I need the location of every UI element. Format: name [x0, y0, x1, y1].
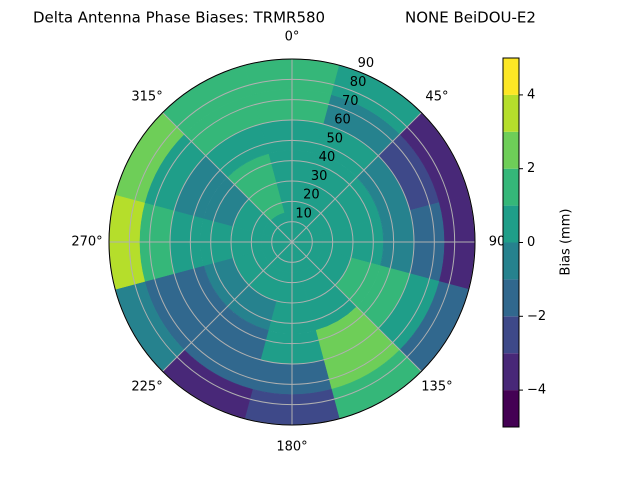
- colorbar-tick-label: 0: [527, 235, 535, 250]
- chart-subtitle: NONE BeiDOU-E2: [405, 9, 536, 27]
- theta-tick-label: 270°: [71, 235, 102, 250]
- colorbar-tick-label: −4: [527, 383, 546, 398]
- chart-title: Delta Antenna Phase Biases: TRMR580: [33, 9, 325, 27]
- colorbar-tick-label: −2: [527, 309, 546, 324]
- colorbar-segment: [503, 94, 519, 132]
- r-tick-label: 20: [303, 188, 320, 203]
- r-tick-label: 70: [342, 94, 359, 109]
- colorbar-segment: [503, 279, 519, 317]
- colorbar-segment: [503, 131, 519, 169]
- colorbar-label: Bias (mm): [559, 209, 574, 276]
- colorbar-tick-label: 2: [527, 161, 535, 176]
- r-tick-label: 60: [334, 113, 351, 128]
- colorbar-segment: [503, 316, 519, 354]
- theta-tick-label: 0°: [285, 30, 300, 45]
- colorbar-segment: [503, 168, 519, 206]
- r-tick-label: 90: [358, 56, 375, 71]
- theta-tick-label: 45°: [425, 90, 448, 105]
- colorbar-segment: [503, 390, 519, 427]
- r-tick-label: 10: [295, 206, 312, 221]
- r-tick-label: 80: [350, 75, 367, 90]
- colorbar-tick-label: 4: [527, 87, 535, 102]
- theta-tick-label: 225°: [131, 379, 162, 394]
- theta-grid-line: [291, 241, 422, 372]
- theta-tick-label: 90: [489, 235, 506, 250]
- theta-grid-line: [162, 112, 293, 243]
- colorbar-segment: [503, 242, 519, 280]
- r-tick-label: 50: [326, 131, 343, 146]
- colorbar-segment: [503, 205, 519, 243]
- polar-frame: [108, 58, 476, 426]
- theta-tick-label: 135°: [421, 379, 452, 394]
- r-tick-label: 40: [319, 150, 336, 165]
- r-tick-label: 30: [311, 169, 328, 184]
- theta-tick-label: 180°: [276, 440, 307, 455]
- colorbar-segment: [503, 353, 519, 391]
- theta-tick-label: 315°: [131, 90, 162, 105]
- colorbar-segment: [503, 58, 519, 95]
- theta-grid-line: [162, 241, 293, 372]
- theta-grid-line: [291, 112, 422, 243]
